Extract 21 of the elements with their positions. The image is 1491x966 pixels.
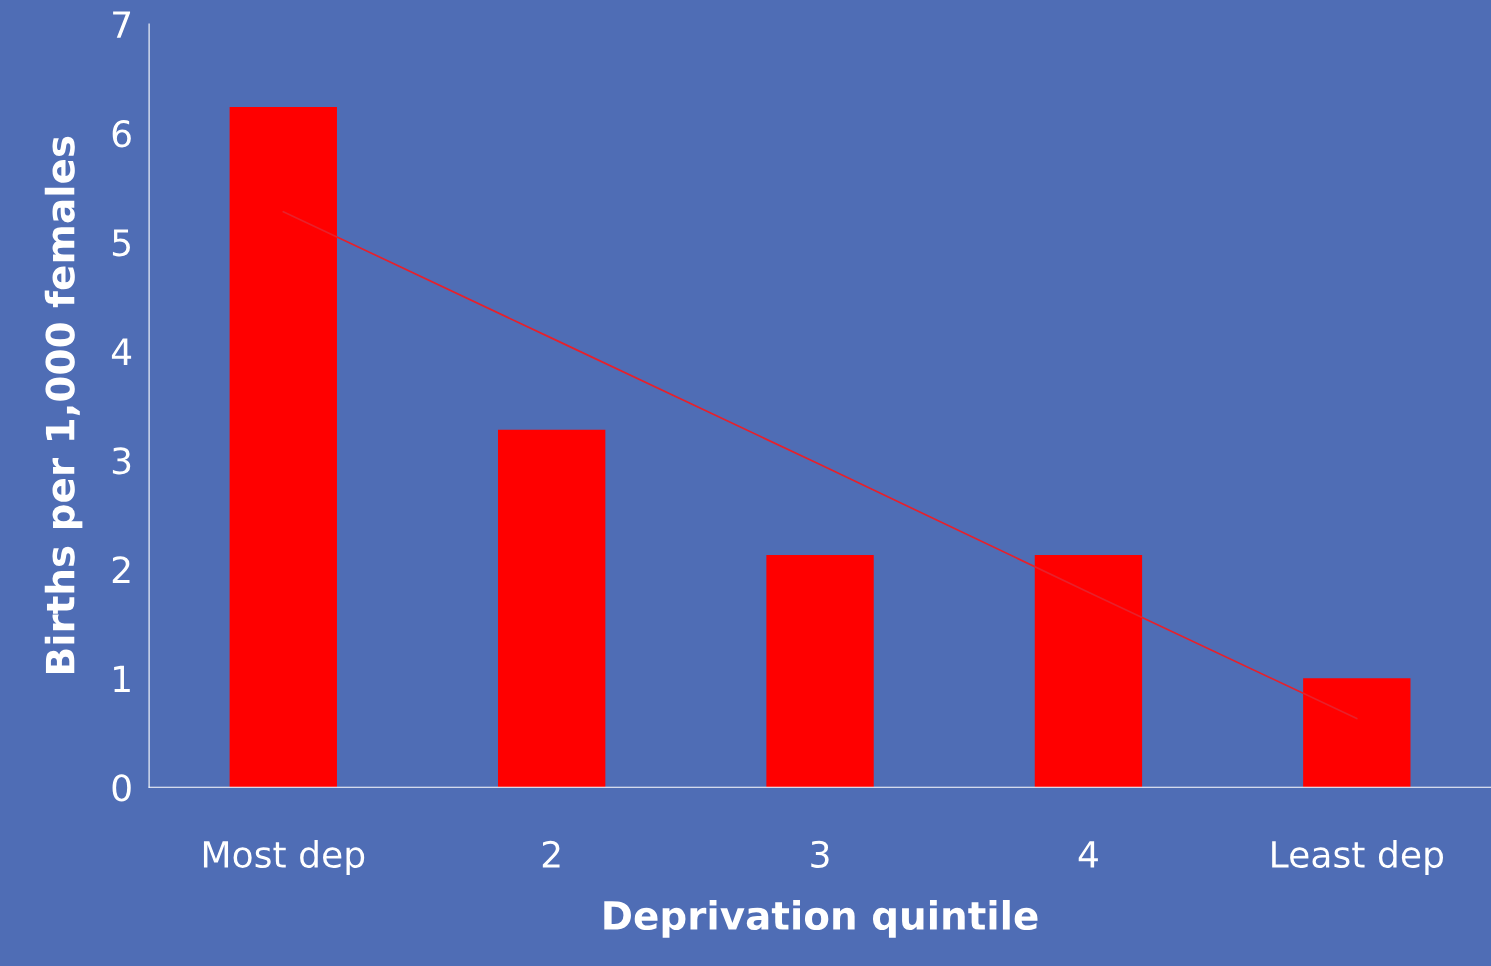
y-tick-label: 0: [112, 774, 131, 802]
x-tick-label: 4: [1078, 841, 1098, 868]
y-tick-label: 1: [114, 665, 130, 692]
x-tick-label: Most dep: [203, 840, 365, 876]
bar: [497, 429, 606, 788]
bar: [1034, 555, 1143, 788]
y-tick-label: 4: [111, 338, 132, 365]
y-axis-title: Births per 1,000 females: [44, 136, 83, 673]
x-tick-label: Least dep: [1272, 840, 1444, 876]
y-tick-label: 6: [112, 120, 131, 148]
y-tick-label: 5: [112, 229, 130, 257]
bar: [1303, 678, 1411, 788]
bar: [766, 555, 874, 788]
y-tick-label: 7: [113, 11, 131, 38]
x-tick-label: 2: [542, 840, 560, 868]
line-series: [282, 210, 1358, 720]
bar: [229, 107, 337, 788]
y-tick-label: 2: [112, 556, 130, 583]
x-axis-title: Deprivation quintile: [604, 900, 1038, 938]
y-tick-label: 3: [112, 447, 131, 475]
x-tick-label: 3: [811, 840, 829, 869]
